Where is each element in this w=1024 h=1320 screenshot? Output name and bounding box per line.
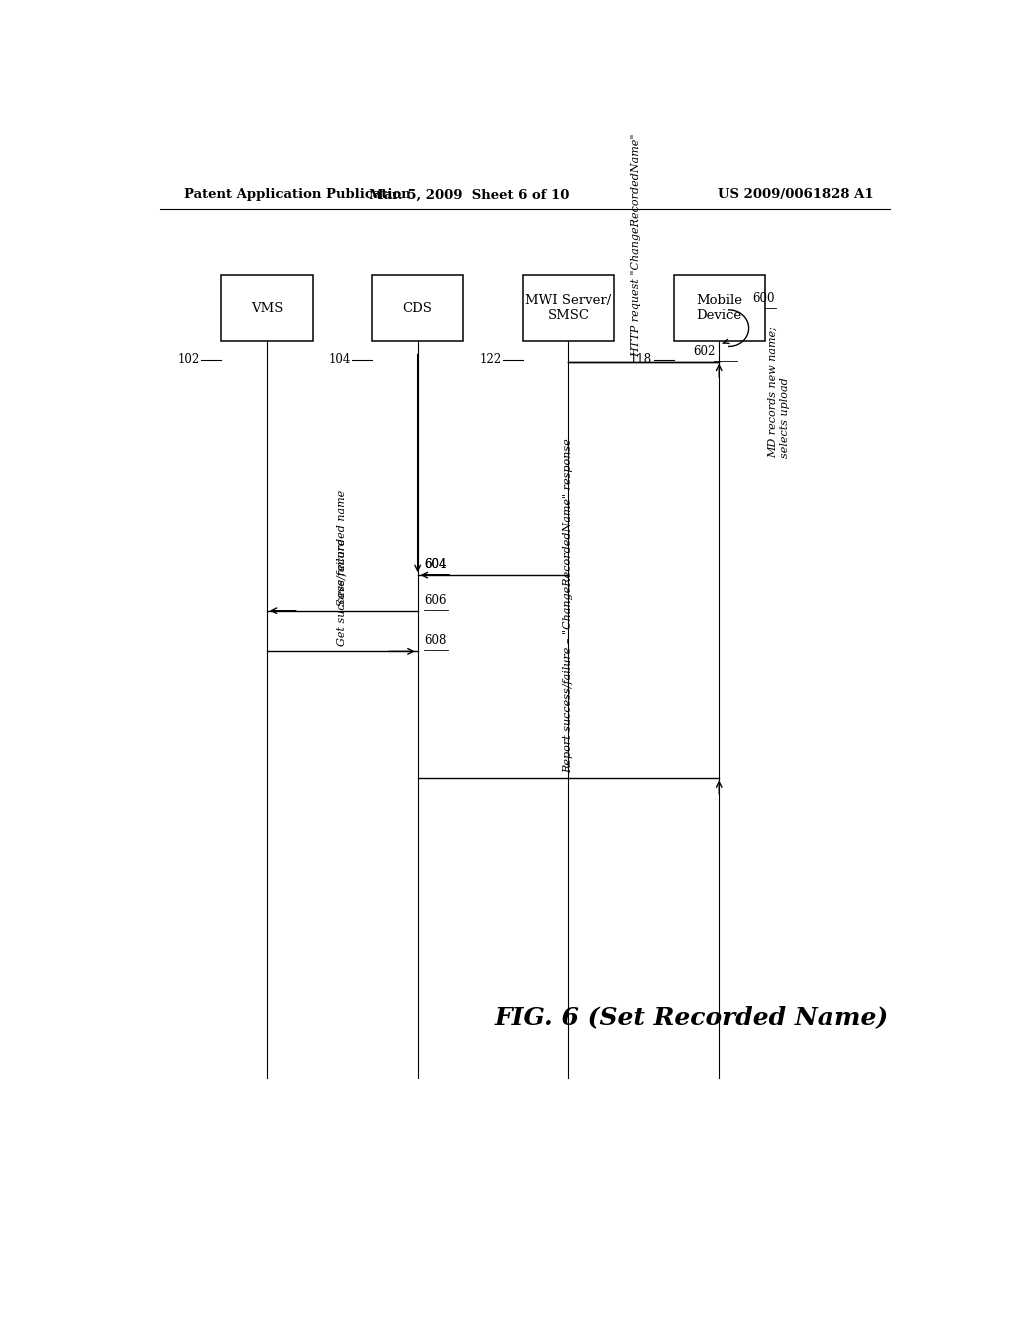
Text: 602: 602: [693, 345, 715, 358]
Bar: [674, 276, 765, 342]
Text: MD records new name;
selects upload: MD records new name; selects upload: [768, 326, 791, 458]
Text: CDS: CDS: [402, 302, 432, 314]
Text: MWI Server/
SMSC: MWI Server/ SMSC: [525, 294, 611, 322]
Text: 606: 606: [424, 594, 446, 607]
Bar: [523, 276, 614, 342]
Text: VMS: VMS: [251, 302, 283, 314]
Text: Save recorded name: Save recorded name: [337, 490, 347, 606]
Text: FIG. 6 (Set Recorded Name): FIG. 6 (Set Recorded Name): [495, 1006, 889, 1030]
Text: US 2009/0061828 A1: US 2009/0061828 A1: [719, 189, 873, 202]
Text: 104: 104: [329, 354, 350, 366]
Text: 118: 118: [630, 354, 652, 366]
Text: 608: 608: [424, 635, 446, 647]
Text: Report success/failure – "ChangeRecordedName" response: Report success/failure – "ChangeRecorded…: [563, 438, 573, 774]
Text: HTTP request "ChangeRecordedName": HTTP request "ChangeRecordedName": [631, 133, 641, 356]
Text: 604: 604: [424, 558, 446, 572]
Text: Get success/failure: Get success/failure: [337, 539, 347, 647]
Text: Patent Application Publication: Patent Application Publication: [183, 189, 411, 202]
Text: 102: 102: [177, 354, 200, 366]
Text: Mobile
Device: Mobile Device: [696, 294, 742, 322]
Text: 600: 600: [753, 292, 775, 305]
Text: 122: 122: [479, 354, 502, 366]
Bar: [372, 276, 463, 342]
Text: Mar. 5, 2009  Sheet 6 of 10: Mar. 5, 2009 Sheet 6 of 10: [369, 189, 569, 202]
Bar: [221, 276, 312, 342]
Text: 604: 604: [424, 558, 446, 572]
